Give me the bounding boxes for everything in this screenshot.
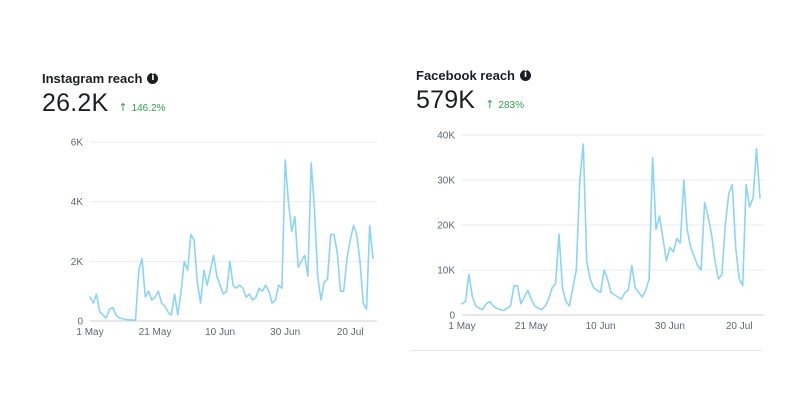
facebook-series-line — [461, 143, 761, 312]
facebook-x-tick-label: 1 May — [448, 321, 475, 332]
instagram-reach-value: 26.2K — [42, 89, 109, 117]
instagram-reach-card: Instagram reach i 26.2K ↑ 146.2% 0 2K 4K 6K… — [42, 71, 377, 338]
facebook-y-tick-label: 10K — [437, 266, 455, 277]
facebook-reach-value: 579K — [416, 86, 476, 114]
facebook-reach-delta: ↑ 283% — [485, 98, 524, 111]
instagram-y-tick-label: 4K — [71, 197, 84, 208]
facebook-reach-card: Facebook reach i 579K ↑ 283% 0 10K 20K 30K 4… — [400, 0, 800, 400]
divider — [410, 350, 762, 351]
arrow-up-icon: ↑ — [118, 101, 128, 114]
facebook-x-tick-label: 30 Jun — [655, 321, 685, 332]
instagram-y-tick-label: 6K — [71, 138, 84, 149]
instagram-x-tick-label: 20 Jul — [337, 327, 364, 338]
facebook-x-tick-label: 21 May — [515, 321, 548, 332]
instagram-reach-title: Instagram reach — [42, 71, 143, 86]
instagram-title-row: Instagram reach i — [42, 71, 159, 86]
facebook-title-row: Facebook reach i — [416, 68, 531, 83]
instagram-x-tick-label: 1 May — [76, 327, 103, 338]
instagram-x-tick-label: 21 May — [139, 327, 172, 338]
instagram-x-tick-label: 30 Jun — [270, 327, 300, 338]
info-icon[interactable]: i — [147, 73, 159, 84]
info-icon[interactable]: i — [520, 70, 531, 81]
instagram-x-tick-label: 10 Jun — [205, 327, 235, 338]
facebook-y-tick-label: 40K — [437, 131, 455, 142]
instagram-delta-value: 146.2% — [131, 103, 166, 114]
instagram-reach-chart: 0 2K 4K 6K 1 May 21 May 10 Jun 30 Jun 20 Jul — [71, 138, 377, 338]
facebook-y-tick-label: 0 — [449, 311, 455, 322]
facebook-reach-title: Facebook reach — [416, 68, 515, 83]
facebook-delta-value: 283% — [498, 100, 524, 111]
instagram-series-line — [89, 159, 374, 322]
facebook-x-tick-label: 20 Jul — [726, 321, 753, 332]
facebook-metric-row: 579K ↑ 283% — [416, 86, 524, 115]
facebook-y-tick-label: 20K — [437, 221, 455, 232]
instagram-reach-delta: ↑ 146.2% — [118, 101, 165, 114]
instagram-metric-row: 26.2K ↑ 146.2% — [42, 89, 165, 118]
instagram-y-tick-label: 0 — [77, 317, 83, 328]
facebook-reach-chart: 0 10K 20K 30K 40K 1 May 21 May 10 Jun 30 Jun 20 J… — [437, 131, 764, 332]
arrow-up-icon: ↑ — [485, 98, 495, 111]
facebook-x-tick-label: 10 Jun — [586, 321, 616, 332]
instagram-y-tick-label: 2K — [71, 257, 84, 268]
facebook-y-tick-label: 30K — [437, 176, 455, 187]
